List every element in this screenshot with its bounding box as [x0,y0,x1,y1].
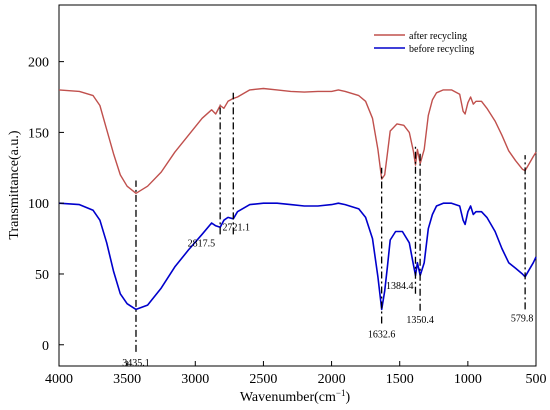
series-layer [58,87,537,311]
x-axis-title: Wavenumber(cm−1) [240,388,351,405]
x-tick-label: 2500 [249,372,277,387]
peak-label: 2817.5 [188,238,216,249]
peak-label: 579.8 [511,313,534,324]
x-tick-label: 1500 [386,372,414,387]
x-tick-label: 1000 [454,372,482,387]
plot-border [58,4,537,367]
legend-item-label: after recycling [409,31,467,42]
legend: after recycling before recycling [374,31,474,55]
peak-label: 1384.4 [386,281,414,292]
y-tick-label: 200 [28,56,49,71]
x-axis-title-close: ) [345,390,350,405]
legend-item-label: before recycling [409,44,474,55]
tick-layer: 4000 3500 3000 2500 2000 1500 1000 500 0 50 100 150… [28,56,547,387]
y-tick-label: 50 [35,268,49,283]
x-tick-label: 3000 [181,372,209,387]
y-tick-label: 100 [28,197,49,212]
x-tick-label: 3500 [113,372,141,387]
x-tick-label: 4000 [45,372,73,387]
series-after-recycling-line [58,87,537,194]
x-tick-label: 2000 [318,372,346,387]
peak-label: 2721.1 [223,222,251,233]
x-axis-title-unit-sup: −1 [336,388,346,398]
y-axis-title: Transmittance(a.u.) [7,130,22,239]
series-before-recycling-line [58,202,537,311]
x-axis-title-text: Wavenumber(cm [240,390,336,405]
x-tick-label: 500 [526,372,547,387]
plot-frame [58,4,537,367]
y-tick-label: 0 [42,339,49,354]
peak-label: 3435.1 [122,358,150,369]
peak-label: 1632.6 [368,330,396,341]
peak-label: 1350.4 [406,315,434,326]
y-tick-label: 150 [28,126,49,141]
annotation-layer: 3435.1 2817.5 2721.1 1632.6 1384.4 1350.4 579.… [122,92,534,369]
